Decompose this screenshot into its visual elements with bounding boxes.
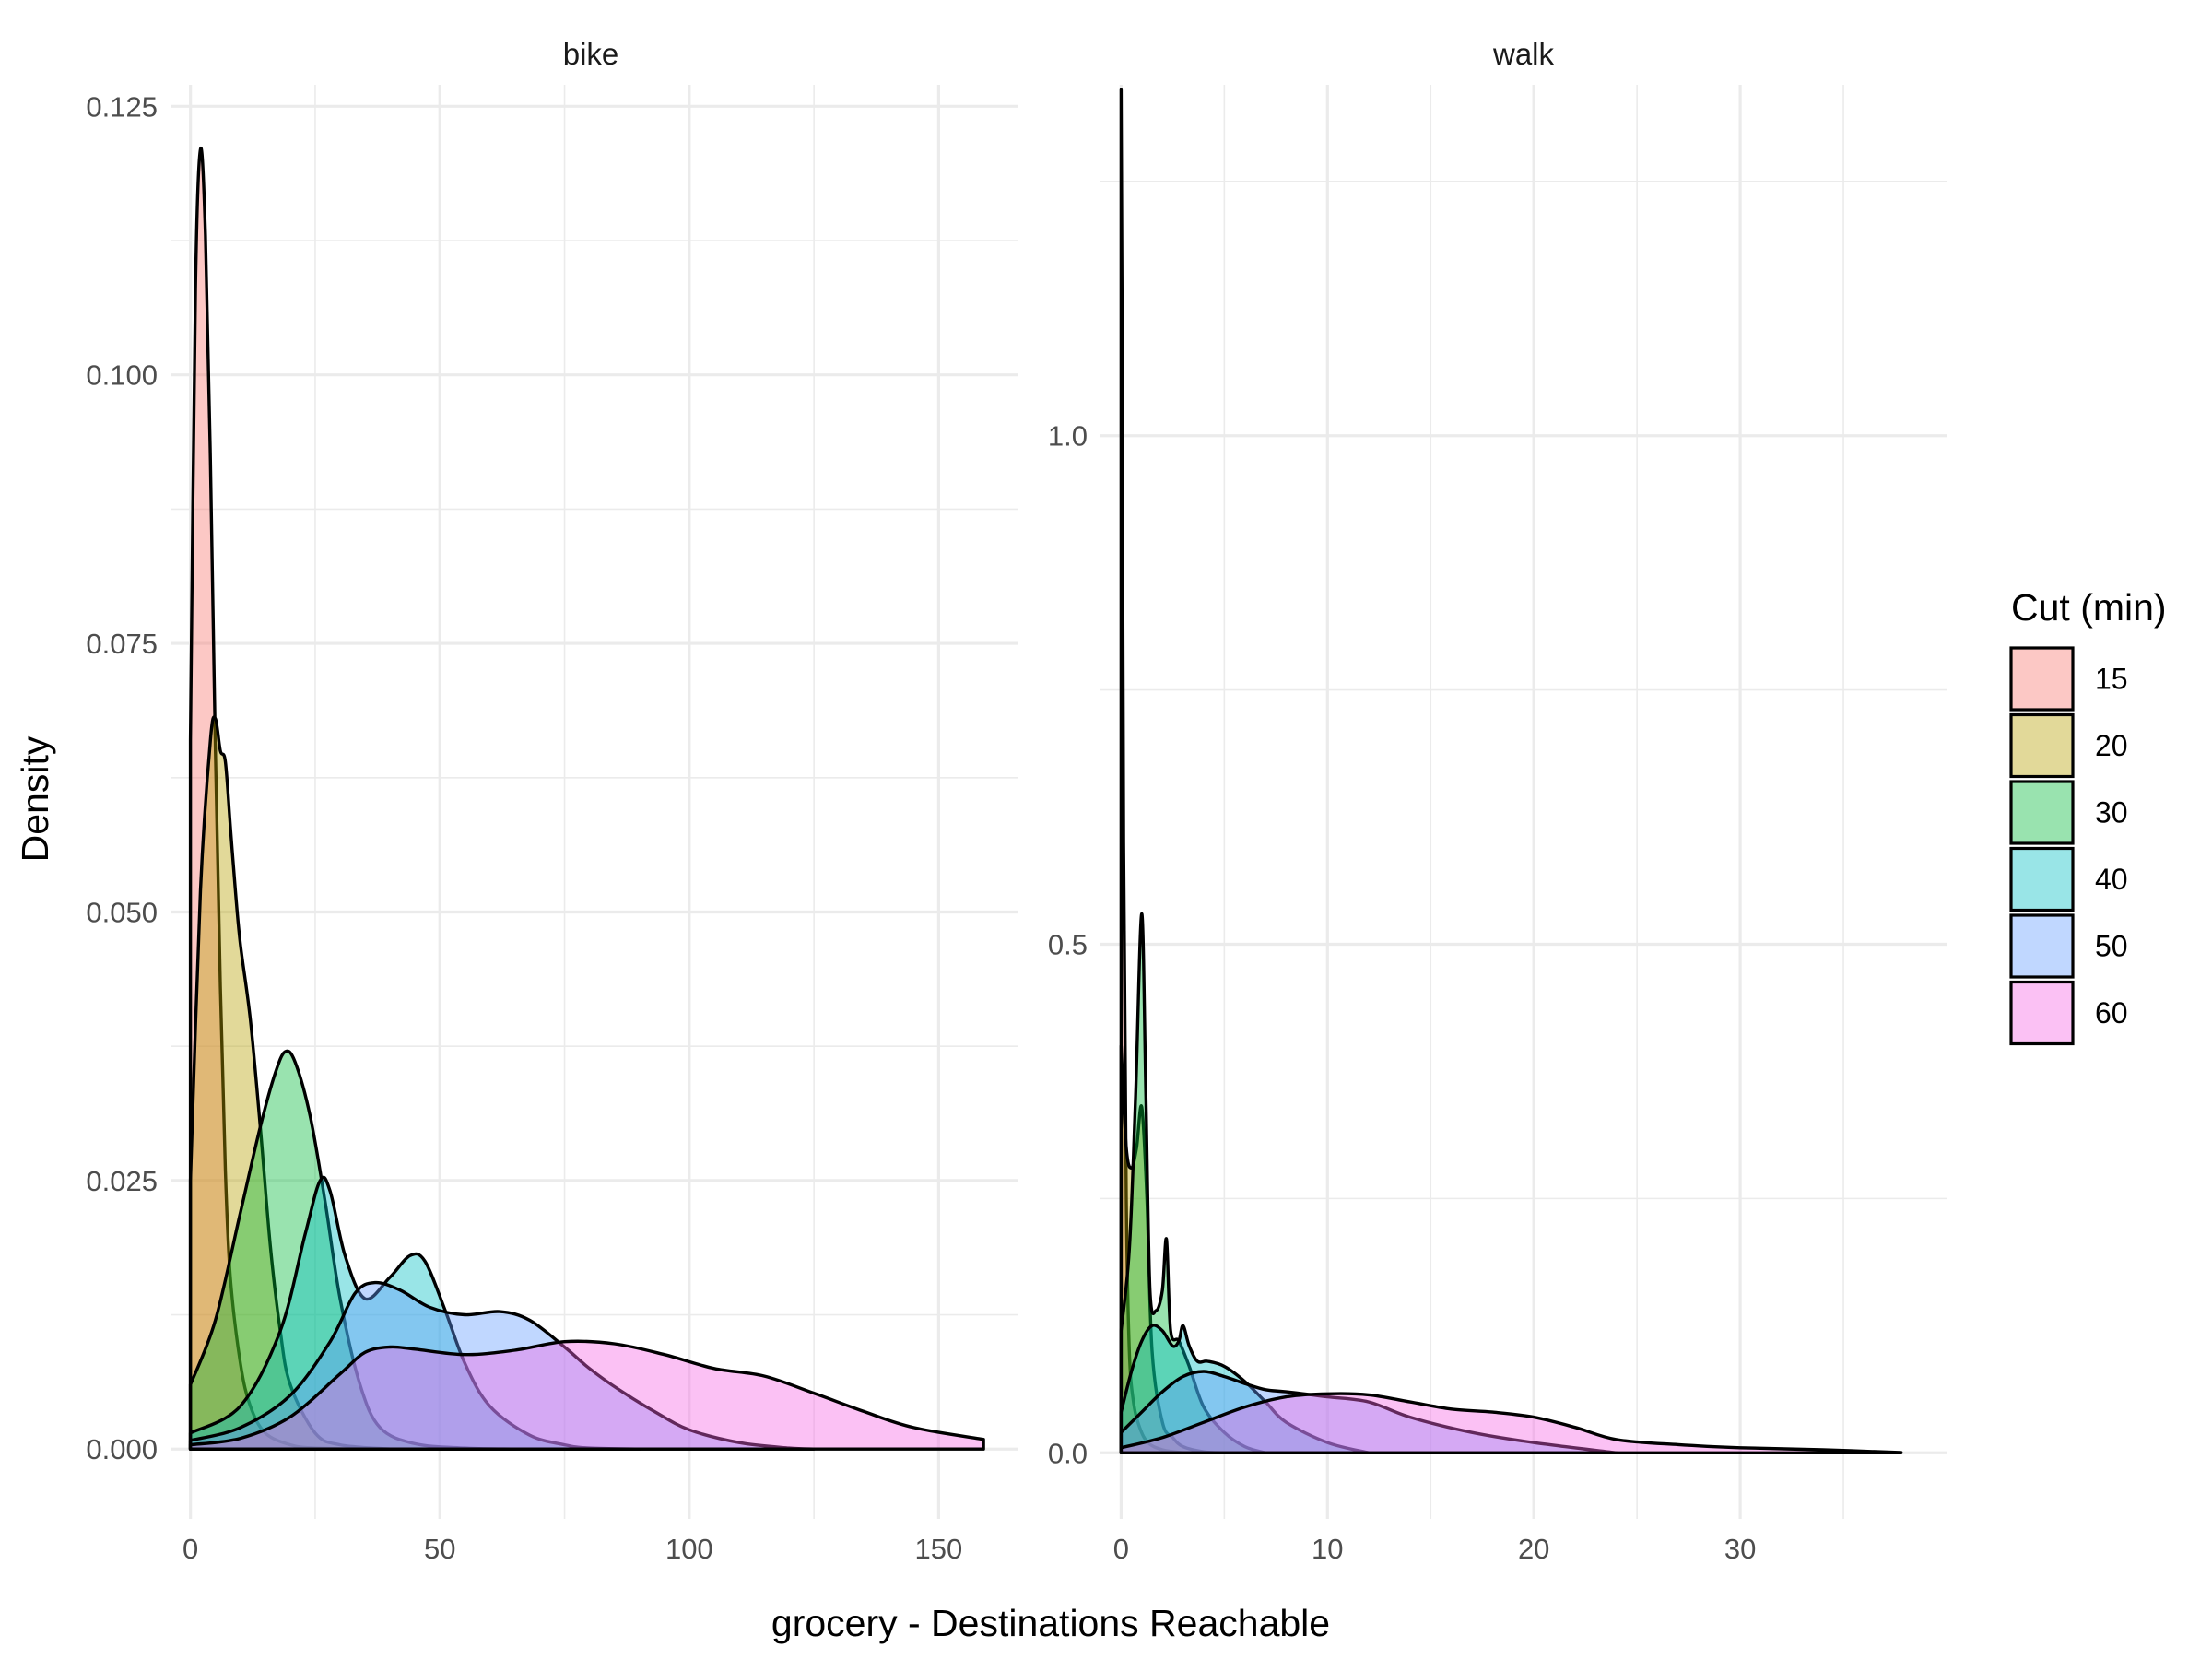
x-axis-title: grocery - Destinations Reachable: [771, 1602, 1330, 1644]
y-tick-label: 0.025: [86, 1165, 158, 1197]
density-area-bike-60: [190, 1341, 984, 1450]
facet-panels: 0 50 100 1500.0000.0250.0500.0750.1000.125b…: [86, 37, 1947, 1565]
legend-label: 15: [2095, 663, 2128, 696]
y-tick-label: 0.000: [86, 1433, 158, 1465]
density-series: [188, 146, 985, 1451]
x-tick-label: 0: [182, 1533, 198, 1565]
legend-item-20: 20: [2009, 712, 2128, 779]
density-line-walk-50: [1119, 1370, 1618, 1454]
y-tick-label: 0.100: [86, 359, 158, 392]
y-tick-label: 1.0: [1048, 420, 1088, 453]
x-tick-label: 100: [665, 1533, 713, 1565]
x-tick-label: 30: [1724, 1533, 1756, 1565]
y-axis-title: Density: [14, 735, 56, 862]
y-tick-label: 0.0: [1048, 1437, 1088, 1469]
legend-label: 40: [2095, 863, 2128, 896]
density-line-bike-40: [188, 1175, 641, 1451]
legend-label: 60: [2095, 996, 2128, 1030]
legend-label: 30: [2095, 796, 2128, 830]
density-area-walk-50: [1121, 1371, 1617, 1453]
legend-key: [2009, 980, 2075, 1046]
legend-item-50: 50: [2009, 913, 2128, 979]
x-tick-label: 10: [1312, 1533, 1343, 1565]
legend-item-40: 40: [2009, 846, 2128, 912]
legend-key: [2009, 646, 2075, 712]
density-area-bike-20: [190, 716, 391, 1450]
legend-key: [2009, 846, 2075, 912]
x-tick-label: 20: [1518, 1533, 1549, 1565]
density-area-bike-15: [190, 147, 366, 1450]
x-tick-label: 50: [424, 1533, 455, 1565]
legend-title: Cut (min): [2011, 586, 2167, 629]
y-tick-label: 0.075: [86, 628, 158, 660]
y-tick-label: 0.125: [86, 90, 158, 123]
legend-key: [2009, 780, 2075, 845]
strip-label-walk: walk: [1492, 37, 1555, 71]
legend-key: [2009, 913, 2075, 979]
legend-item-30: 30: [2009, 780, 2128, 845]
density-line-bike-20: [188, 715, 392, 1451]
density-line-bike-30: [188, 1049, 517, 1451]
panel-walk: 0 10 20 30 0.0 0.5 1.0 walk: [1048, 37, 1947, 1565]
panel-bike: 0 50 100 150 0.000 0.025 0.050 0.075 0.100 0.125 b…: [86, 37, 1018, 1565]
strip-label-bike: bike: [563, 37, 619, 71]
legend-item-15: 15: [2009, 646, 2128, 712]
y-tick-label: 0.050: [86, 896, 158, 928]
density-line-walk-40: [1119, 1324, 1371, 1454]
y-tick-label: 0.5: [1048, 928, 1088, 960]
density-area-walk-20: [1121, 1045, 1225, 1453]
density-area-walk-30: [1121, 913, 1266, 1453]
density-line-bike-50: [188, 1280, 816, 1451]
legend-key: [2009, 712, 2075, 779]
legend-item-60: 60: [2009, 980, 2128, 1046]
x-tick-label: 150: [915, 1533, 963, 1565]
density-line-walk-60: [1119, 1392, 1903, 1454]
density-area-walk-40: [1121, 1324, 1370, 1453]
density-line-walk-30: [1119, 912, 1267, 1454]
x-tick-label: 0: [1113, 1533, 1129, 1565]
density-area-walk-60: [1121, 1394, 1901, 1453]
density-series: [1119, 88, 1903, 1454]
density-line-bike-60: [188, 1339, 985, 1451]
legend-label: 50: [2095, 930, 2128, 963]
gridlines: [1100, 85, 1947, 1519]
legend-label: 20: [2095, 729, 2128, 762]
legend: Cut (min) 15 20 30 40 50 60: [2009, 586, 2167, 1046]
density-area-bike-50: [190, 1282, 815, 1450]
